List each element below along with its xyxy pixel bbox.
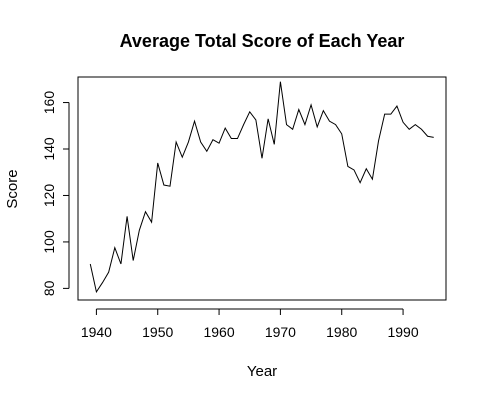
series-line [89,81,434,294]
chart-title: Average Total Score of Each Year [120,31,405,51]
x-axis-label: Year [247,363,277,380]
y-tick-label: 140 [41,137,57,161]
x-tick-label: 1940 [81,324,112,340]
x-tick-label: 1990 [387,324,418,340]
x-tick-label: 1960 [203,324,234,340]
y-tick-label: 160 [41,91,57,115]
y-axis-label: Score [4,169,21,208]
y-tick-label: 80 [41,280,57,296]
x-tick-label: 1970 [265,324,296,340]
x-tick-label: 1980 [326,324,357,340]
y-tick-label: 100 [41,230,57,254]
plot-frame [77,76,447,301]
y-tick-label: 120 [41,184,57,208]
x-tick-label: 1950 [142,324,173,340]
x-axis: 1940 1950 1960 1970 1980 1990 [81,308,419,340]
y-axis: 80 100 120 140 160 [41,91,70,296]
